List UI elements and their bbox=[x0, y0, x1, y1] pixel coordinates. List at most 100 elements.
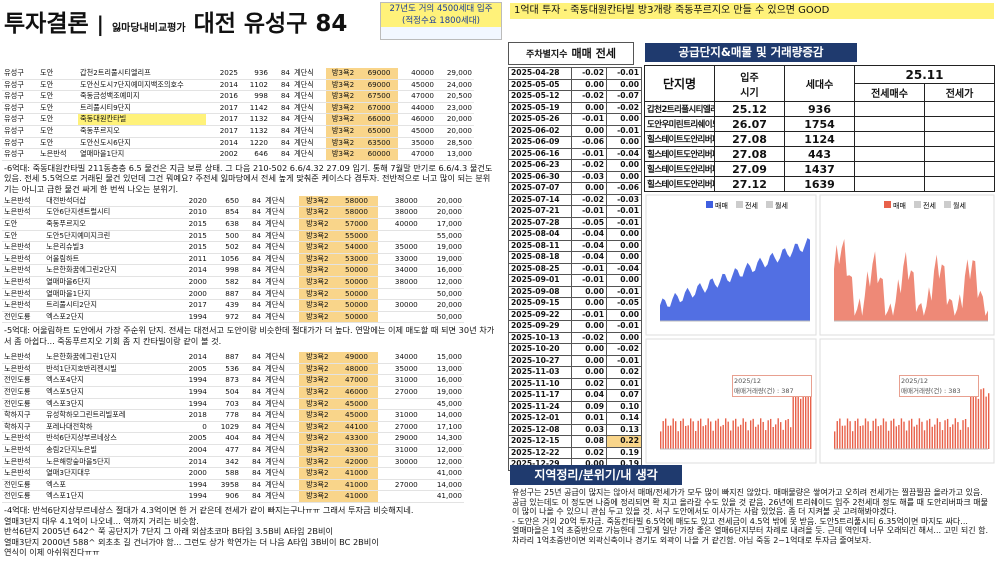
listing-row: 노은반석 노은해랑숲마을5단지 2014 342 84 계단식 방3욕2 42000 30000… bbox=[2, 456, 464, 469]
cell: 58000 bbox=[335, 195, 378, 208]
cell: 0.01 bbox=[606, 377, 642, 390]
cell: 50000 bbox=[335, 288, 378, 301]
bar-illustration bbox=[985, 396, 987, 449]
cell: 69000 bbox=[360, 79, 398, 92]
cell bbox=[377, 288, 420, 301]
listing-row: 노은반석 어울림하트 2011 1056 84 계단식 방3욕2 53000 33000 19,0… bbox=[2, 253, 464, 266]
bar-illustration bbox=[877, 426, 880, 449]
cell: 0.04 bbox=[571, 389, 607, 402]
cell: 41000 bbox=[335, 490, 378, 503]
cell: 계단식 bbox=[263, 479, 300, 492]
cell: -0.01 bbox=[571, 262, 607, 275]
cell: 45000 bbox=[398, 125, 436, 138]
cell: 2015 bbox=[172, 230, 209, 243]
supply-note: 27년도 거의 4500세대 입주 (적정수요 1800세대) bbox=[380, 2, 502, 40]
weekly-row: 2025-12-22 0.02 0.19 bbox=[508, 446, 642, 459]
cell bbox=[924, 116, 995, 132]
cell: 1132 bbox=[240, 113, 270, 126]
cell: 84 bbox=[270, 113, 292, 126]
cell: 43300 bbox=[335, 444, 378, 457]
weekly-row: 2025-09-22 -0.01 0.00 bbox=[508, 308, 642, 321]
listing-row: 유성구 도안 죽동푸르지오 2017 1132 84 계단식 방3욕2 65000 45000 20… bbox=[2, 125, 474, 138]
cell: 2025-05-05 bbox=[508, 78, 572, 91]
cell: 2025-11-10 bbox=[508, 377, 572, 390]
weekly-row: 2025-09-01 -0.01 0.00 bbox=[508, 274, 642, 287]
cell: 12,000 bbox=[419, 444, 464, 457]
bar-illustration bbox=[893, 418, 895, 449]
cell: 1132 bbox=[240, 125, 270, 138]
cell: 404 bbox=[208, 432, 241, 446]
cell: 0 bbox=[172, 421, 209, 434]
listing-row: 노은반석 노은한화꿈에그린1단지 2014 887 84 계단식 방3욕2 49000 3400… bbox=[2, 352, 464, 364]
bar-illustration bbox=[957, 422, 959, 449]
listing-row: 전민도룡 엑스포1단지 1994 906 84 계단식 방3욕2 41000 41,000 bbox=[2, 490, 464, 503]
cell: 방3욕2 bbox=[299, 409, 336, 422]
cell: 계단식 bbox=[263, 264, 300, 277]
bar-illustration bbox=[836, 421, 838, 449]
bar-illustration bbox=[730, 430, 732, 449]
cell: 84 bbox=[241, 241, 264, 254]
cell: 열매마을1단지 bbox=[78, 148, 206, 161]
cell: 19,000 bbox=[419, 241, 464, 254]
cell: -0.05 bbox=[606, 297, 642, 310]
cell: 14,300 bbox=[419, 432, 464, 446]
bar-illustration bbox=[952, 424, 954, 449]
cell: 방3욕2 bbox=[299, 253, 336, 266]
cell: 45000 bbox=[335, 409, 378, 422]
cell: 0.00 bbox=[571, 366, 607, 379]
cell: 계단식 bbox=[263, 195, 300, 208]
bar-illustration bbox=[732, 420, 734, 449]
listing-row: 노은반석 노은한화꿈에그린2단지 2014 998 84 계단식 방3욕2 50000 3400… bbox=[2, 264, 464, 277]
listing-table: 유성구 도안 갑천2트리풀시티엘리프 2025 936 84 계단식 방3욕2 69000 400… bbox=[2, 68, 474, 161]
cell: 27.12 bbox=[714, 176, 785, 192]
cell: 84 bbox=[270, 125, 292, 138]
cell: 67500 bbox=[360, 90, 398, 103]
cell: 588 bbox=[208, 467, 241, 480]
cell: 502 bbox=[208, 241, 241, 254]
cell: 2005 bbox=[172, 363, 209, 376]
cell: 13,000 bbox=[419, 363, 464, 376]
note-line: -5억대: 어울림하트 도안에서 가장 주순위 단지. 전세는 대전서고 도안이… bbox=[4, 325, 495, 346]
bar-illustration bbox=[928, 418, 931, 449]
cell: 1124 bbox=[784, 131, 855, 147]
bar-illustration bbox=[787, 418, 789, 449]
subtitle: 잃마당내비교평가 bbox=[111, 23, 186, 34]
bar-illustration bbox=[665, 418, 667, 449]
cell: 2025-12-15 bbox=[508, 435, 572, 448]
cell: 2025-06-30 bbox=[508, 170, 572, 183]
bar-illustration bbox=[747, 430, 749, 449]
cell: 방3욕2 bbox=[299, 490, 336, 503]
cell: 0.00 bbox=[606, 251, 642, 264]
weekly-row: 2025-08-04 -0.04 0.00 bbox=[508, 228, 642, 241]
cell: 2015 bbox=[172, 241, 209, 254]
cell bbox=[854, 116, 925, 132]
cell: 703 bbox=[208, 398, 241, 411]
cell: 방3욕2 bbox=[299, 421, 336, 434]
legend-swatch bbox=[736, 201, 743, 208]
cell bbox=[377, 230, 420, 243]
cell: 갑천2트리풀시티엘리프 bbox=[78, 68, 206, 80]
cell: 방3욕2 bbox=[299, 311, 336, 324]
bar-illustration bbox=[862, 425, 864, 449]
cell: 도안 bbox=[38, 125, 78, 138]
legend-label: 월세 bbox=[775, 201, 788, 210]
cell: 0.00 bbox=[606, 274, 642, 287]
cell: 34000 bbox=[377, 264, 420, 277]
cell: 노은반석 bbox=[2, 253, 45, 266]
note-line: 연식이 이제 아쉬워진다ㅠㅠ bbox=[4, 547, 100, 557]
cell: 계단식 bbox=[263, 288, 300, 301]
cell bbox=[924, 131, 995, 147]
cell: 2017 bbox=[206, 102, 240, 115]
note-line: -6억대: 죽동대원칸타빌 211동층층 6.5 물건은 지금 보류 상태. 그… bbox=[4, 162, 493, 193]
cell: 2025-07-28 bbox=[508, 216, 572, 229]
weekly-row: 2025-10-20 0.00 -0.02 bbox=[508, 343, 642, 356]
cell: 계단식 bbox=[263, 467, 300, 480]
cell: 2017 bbox=[206, 125, 240, 138]
bar-illustration bbox=[975, 391, 977, 449]
cell: 50000 bbox=[335, 276, 378, 289]
cell: 54000 bbox=[335, 241, 378, 254]
bar-illustration bbox=[890, 420, 892, 449]
bar-illustration bbox=[841, 425, 844, 449]
cell: 노은반석 bbox=[2, 444, 45, 457]
